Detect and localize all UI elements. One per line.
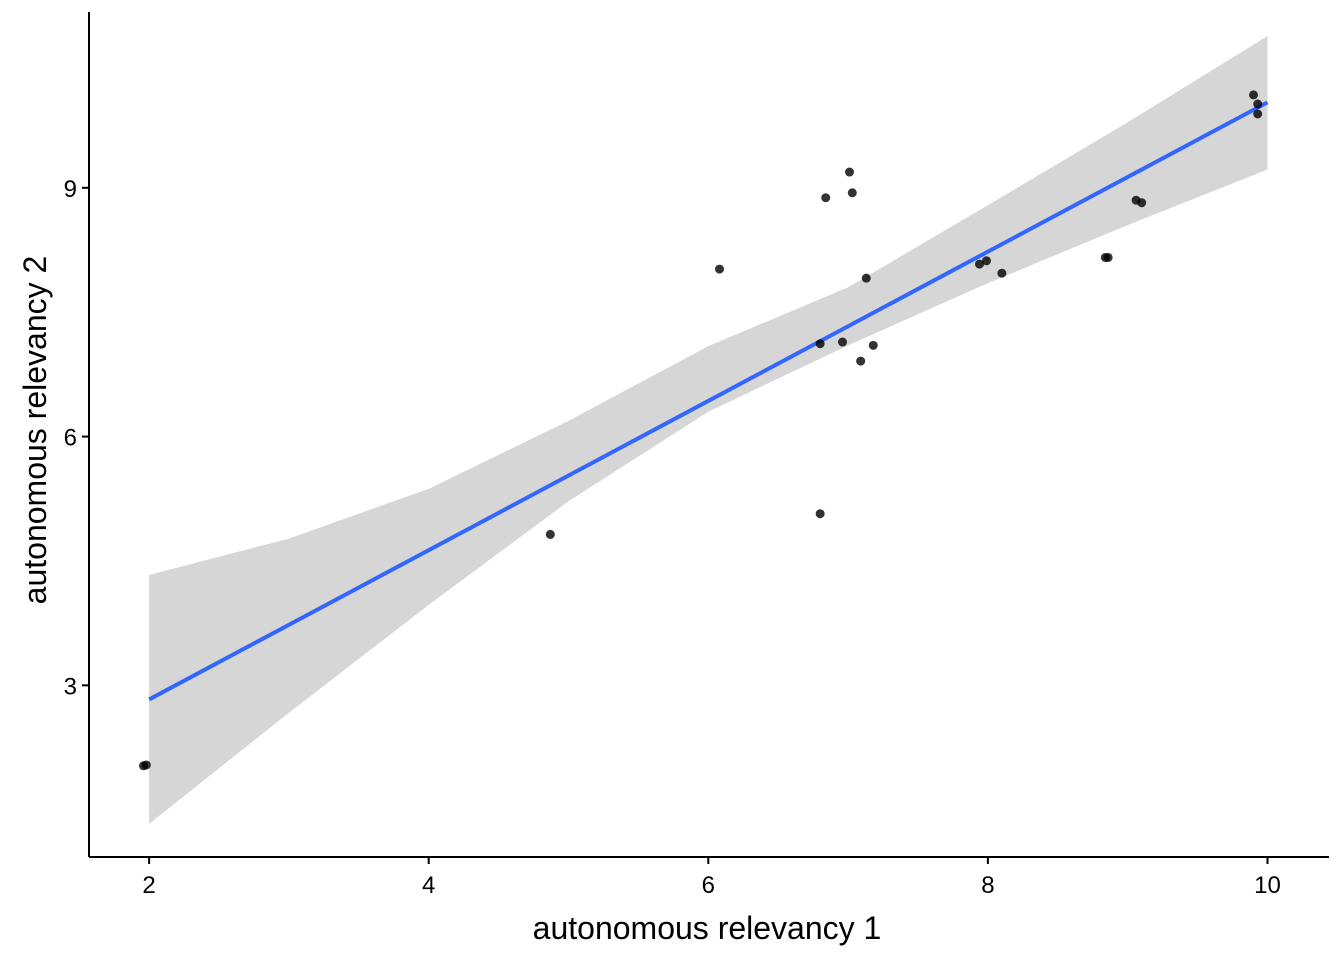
x-tick-label-4: 4 <box>422 872 435 899</box>
confidence-band <box>149 36 1268 824</box>
data-point-3 <box>714 264 724 274</box>
data-point-8 <box>844 167 854 177</box>
y-tick-label-6: 6 <box>64 425 77 452</box>
confidence-band-layer <box>149 36 1268 824</box>
data-point-15 <box>997 268 1007 278</box>
data-point-13 <box>975 259 985 269</box>
data-point-22 <box>1253 109 1263 119</box>
data-point-layer <box>139 90 1263 771</box>
x-tick-label-8: 8 <box>981 872 994 899</box>
data-point-12 <box>868 340 878 350</box>
y-tick-label-9: 9 <box>64 176 77 203</box>
data-point-14 <box>981 256 991 266</box>
data-point-2 <box>545 529 555 539</box>
x-axis-title: autonomous relevancy 1 <box>533 910 882 946</box>
data-point-17 <box>1103 252 1113 262</box>
x-tick-label-10: 10 <box>1254 872 1281 899</box>
data-point-7 <box>838 337 848 347</box>
axes-layer: 2 4 6 8 10 3 6 9 <box>64 12 1329 899</box>
data-point-11 <box>861 273 871 283</box>
data-point-1 <box>141 760 151 770</box>
data-point-21 <box>1253 99 1263 109</box>
y-tick-label-3: 3 <box>64 673 77 700</box>
data-point-19 <box>1137 198 1147 208</box>
x-tick-label-6: 6 <box>702 872 715 899</box>
data-point-5 <box>815 339 825 349</box>
x-tick-label-2: 2 <box>142 872 155 899</box>
data-point-9 <box>847 188 857 198</box>
data-point-4 <box>815 509 825 519</box>
data-point-6 <box>821 193 831 203</box>
data-point-10 <box>856 356 866 366</box>
fit-line-layer <box>148 100 1269 702</box>
y-axis-title: autonomous relevancy 2 <box>17 256 53 605</box>
regression-line <box>148 100 1269 702</box>
data-point-20 <box>1249 90 1259 100</box>
